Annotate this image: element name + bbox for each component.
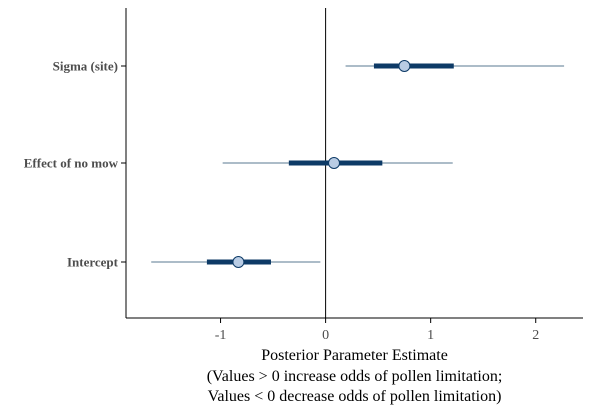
x-axis-title-line: Values < 0 decrease odds of pollen limit… [208,388,502,405]
parameter-label: Intercept [67,255,119,270]
x-tick-label: 0 [322,328,329,343]
point-estimate [232,256,245,268]
x-tick-label: 2 [532,328,539,343]
x-tick-label: 1 [427,328,434,343]
x-axis-title-line: (Values > 0 increase odds of pollen limi… [207,368,503,385]
x-tick-label: -1 [215,328,227,343]
point-estimate [328,157,341,169]
x-axis-title-line: Posterior Parameter Estimate [261,347,448,364]
parameter-label: Effect of no mow [24,156,119,171]
labels-group: -1 0 1 2 Sigma (site) Effect of no mow Interce… [24,59,539,406]
intervals-group [151,60,565,268]
parameter-label: Sigma (site) [53,59,118,74]
point-estimate [398,60,411,72]
